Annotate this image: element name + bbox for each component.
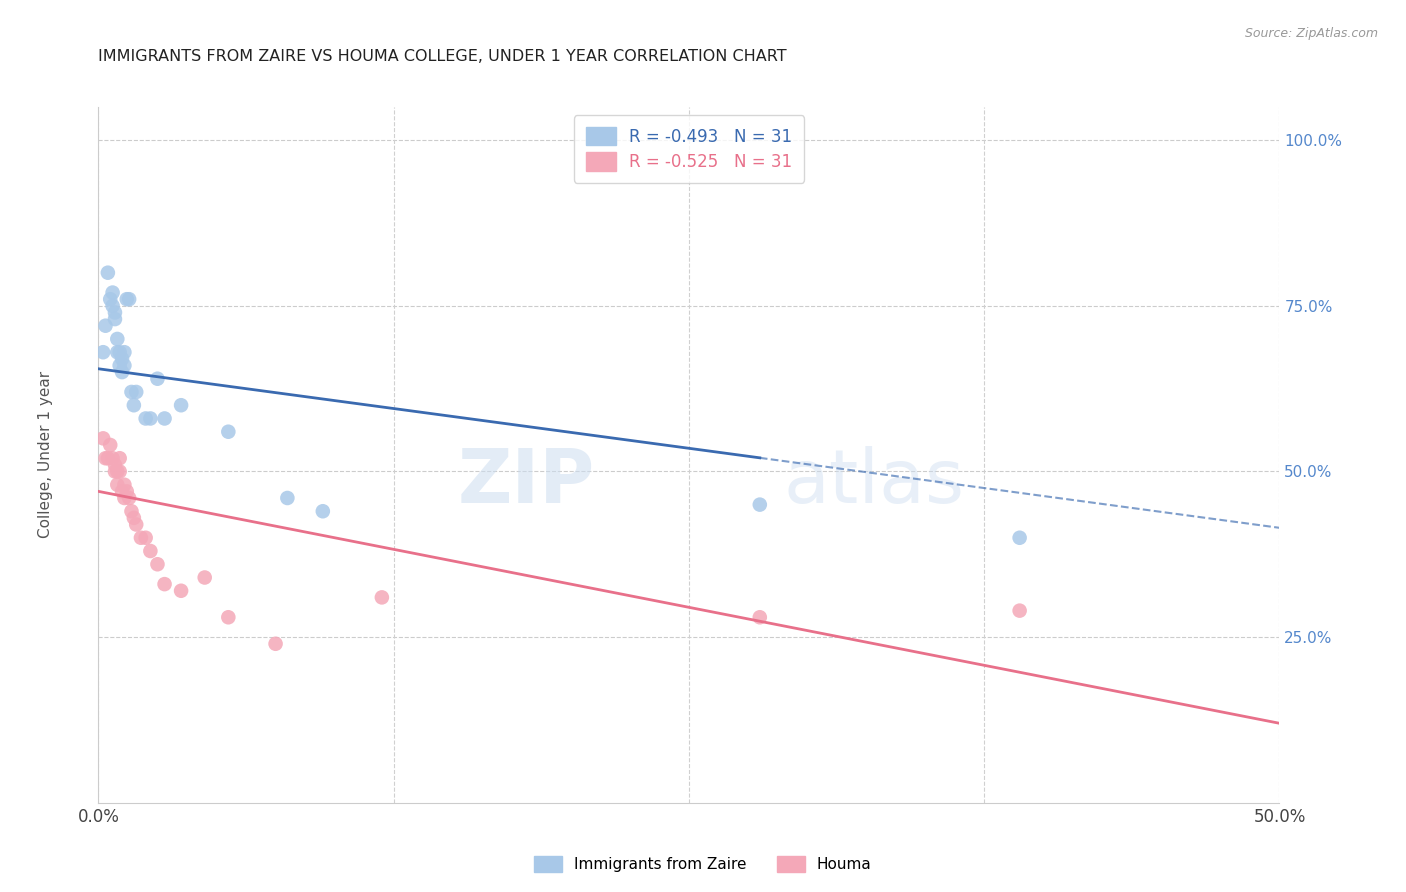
Point: [139, 544, 162, 558]
Point: [139, 411, 162, 425]
Point: [170, 398, 193, 412]
Point: [94, 318, 117, 333]
Point: [108, 451, 131, 466]
Point: [748, 498, 770, 512]
Point: [135, 411, 157, 425]
Point: [121, 504, 143, 518]
Point: [97, 266, 120, 280]
Point: [111, 365, 134, 379]
Point: [194, 570, 217, 584]
Point: [104, 312, 127, 326]
Point: [748, 610, 770, 624]
Text: IMMIGRANTS FROM ZAIRE VS HOUMA COLLEGE, UNDER 1 YEAR CORRELATION CHART: IMMIGRANTS FROM ZAIRE VS HOUMA COLLEGE, …: [98, 49, 787, 64]
Point: [121, 384, 143, 399]
Legend: Immigrants from Zaire, Houma: Immigrants from Zaire, Houma: [527, 848, 879, 880]
Point: [101, 451, 124, 466]
Point: [111, 484, 134, 499]
Point: [104, 458, 127, 472]
Text: Source: ZipAtlas.com: Source: ZipAtlas.com: [1244, 27, 1378, 40]
Point: [125, 517, 148, 532]
Point: [312, 504, 335, 518]
Point: [217, 425, 239, 439]
Point: [91, 345, 114, 359]
Point: [170, 583, 193, 598]
Point: [115, 292, 138, 306]
Point: [108, 359, 131, 373]
Point: [104, 305, 127, 319]
Text: ZIP: ZIP: [457, 446, 595, 519]
Point: [104, 465, 127, 479]
Point: [112, 491, 135, 505]
Point: [112, 359, 135, 373]
Point: [108, 345, 131, 359]
Point: [1008, 531, 1031, 545]
Point: [217, 610, 239, 624]
Point: [112, 477, 135, 491]
Point: [122, 398, 145, 412]
Point: [111, 351, 134, 366]
Point: [276, 491, 298, 505]
Point: [371, 591, 394, 605]
Point: [264, 637, 287, 651]
Point: [91, 431, 114, 445]
Point: [105, 345, 128, 359]
Text: College, Under 1 year: College, Under 1 year: [38, 371, 53, 539]
Point: [118, 292, 141, 306]
Point: [94, 451, 117, 466]
Point: [146, 558, 169, 572]
Point: [115, 484, 138, 499]
Point: [125, 384, 148, 399]
Point: [1008, 604, 1031, 618]
Point: [97, 451, 120, 466]
Point: [101, 285, 124, 300]
Point: [98, 438, 121, 452]
Point: [112, 345, 135, 359]
Point: [153, 411, 176, 425]
Point: [153, 577, 176, 591]
Point: [105, 477, 128, 491]
Point: [98, 292, 121, 306]
Point: [101, 299, 124, 313]
Legend: R = -0.493   N = 31, R = -0.525   N = 31: R = -0.493 N = 31, R = -0.525 N = 31: [574, 115, 804, 183]
Point: [122, 511, 145, 525]
Point: [129, 531, 152, 545]
Point: [105, 465, 128, 479]
Point: [135, 531, 157, 545]
Point: [118, 491, 141, 505]
Point: [108, 465, 131, 479]
Text: atlas: atlas: [783, 446, 965, 519]
Point: [146, 372, 169, 386]
Point: [105, 332, 128, 346]
